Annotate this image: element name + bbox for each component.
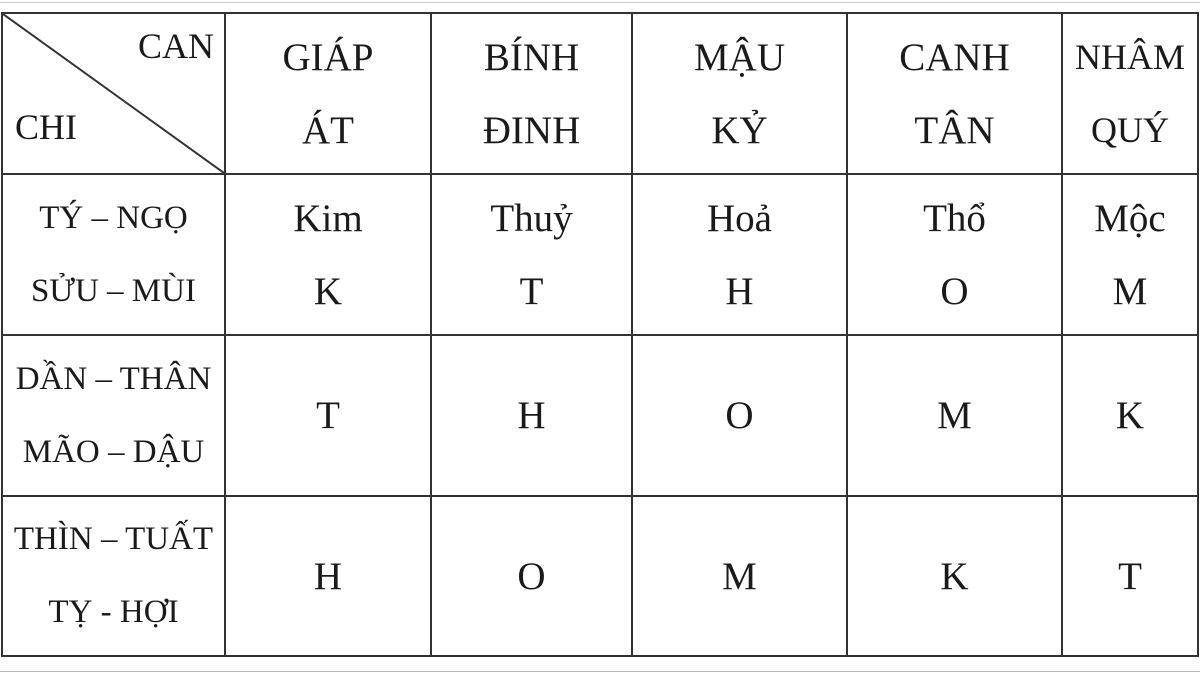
diagonal-divider	[3, 14, 224, 173]
chi-label: CHI	[15, 107, 77, 147]
header-line: GIÁP	[282, 35, 374, 79]
element-name: Thuỷ	[490, 196, 573, 240]
header-line: ÁT	[302, 108, 354, 152]
chi-line: DẦN – THÂN	[15, 360, 212, 397]
header-giap-at: GIÁP ÁT	[224, 12, 432, 175]
header-line: NHÂM	[1074, 36, 1185, 77]
table-cell: H	[224, 495, 432, 657]
element-code: H	[725, 269, 754, 313]
element-code: M	[1112, 269, 1148, 313]
element-code: K	[313, 269, 343, 313]
element-code: T	[519, 269, 544, 313]
element-name: Kim	[293, 196, 363, 240]
chi-line: TỴ - HỢI	[48, 594, 179, 630]
row-header: DẦN – THÂN MÃO – DẬU	[1, 334, 226, 497]
corner-cell: CAN CHI	[1, 12, 226, 175]
row-header: TÝ – NGỌ SỬU – MÙI	[1, 173, 226, 336]
table-cell: M	[846, 334, 1063, 497]
element-name: Hoả	[707, 196, 772, 240]
chi-line: SỬU – MÙI	[31, 272, 196, 309]
table-cell: K	[1061, 334, 1199, 497]
image-edge-top	[0, 2, 1200, 3]
can-chi-table: CAN CHI GIÁP ÁT BÍNH ĐINH MẬU KỶ CANH TÂN NH…	[1, 12, 1199, 657]
table-row: THÌN – TUẤT TỴ - HỢI H O M K T	[1, 495, 1199, 657]
row-header: THÌN – TUẤT TỴ - HỢI	[1, 495, 226, 657]
header-mau-ky: MẬU KỶ	[631, 12, 848, 175]
table-row: DẦN – THÂN MÃO – DẬU T H O M K	[1, 334, 1199, 497]
table-cell: Thổ O	[846, 173, 1063, 336]
chi-line: MÃO – DẬU	[22, 433, 205, 470]
header-line: QUÝ	[1091, 109, 1169, 150]
header-line: KỶ	[711, 108, 768, 152]
table-cell: K	[846, 495, 1063, 657]
header-canh-tan: CANH TÂN	[846, 12, 1063, 175]
table-row: TÝ – NGỌ SỬU – MÙI Kim K Thuỷ T Hoả H Thổ O M…	[1, 173, 1199, 336]
header-binh-dinh: BÍNH ĐINH	[430, 12, 633, 175]
header-line: MẬU	[693, 35, 785, 79]
can-label: CAN	[137, 26, 214, 66]
chi-line: TÝ – NGỌ	[39, 199, 188, 236]
header-line: BÍNH	[483, 35, 580, 79]
table-cell: O	[631, 334, 848, 497]
table-cell: Thuỷ T	[430, 173, 633, 336]
table-cell: Mộc M	[1061, 173, 1199, 336]
table-cell: O	[430, 495, 633, 657]
table-cell: T	[224, 334, 432, 497]
table-cell: Kim K	[224, 173, 432, 336]
header-row: CAN CHI GIÁP ÁT BÍNH ĐINH MẬU KỶ CANH TÂN NH…	[1, 12, 1199, 175]
element-code: O	[940, 269, 969, 313]
header-line: CANH	[899, 35, 1010, 79]
element-name: Mộc	[1094, 196, 1166, 240]
chi-line: THÌN – TUẤT	[13, 521, 214, 557]
table-cell: M	[631, 495, 848, 657]
table-cell: T	[1061, 495, 1199, 657]
element-name: Thổ	[923, 196, 986, 240]
header-nham-quy: NHÂM QUÝ	[1061, 12, 1199, 175]
table-cell: Hoả H	[631, 173, 848, 336]
table-cell: H	[430, 334, 633, 497]
header-line: TÂN	[914, 108, 995, 152]
image-edge-bottom	[0, 671, 1200, 672]
header-line: ĐINH	[482, 108, 581, 152]
